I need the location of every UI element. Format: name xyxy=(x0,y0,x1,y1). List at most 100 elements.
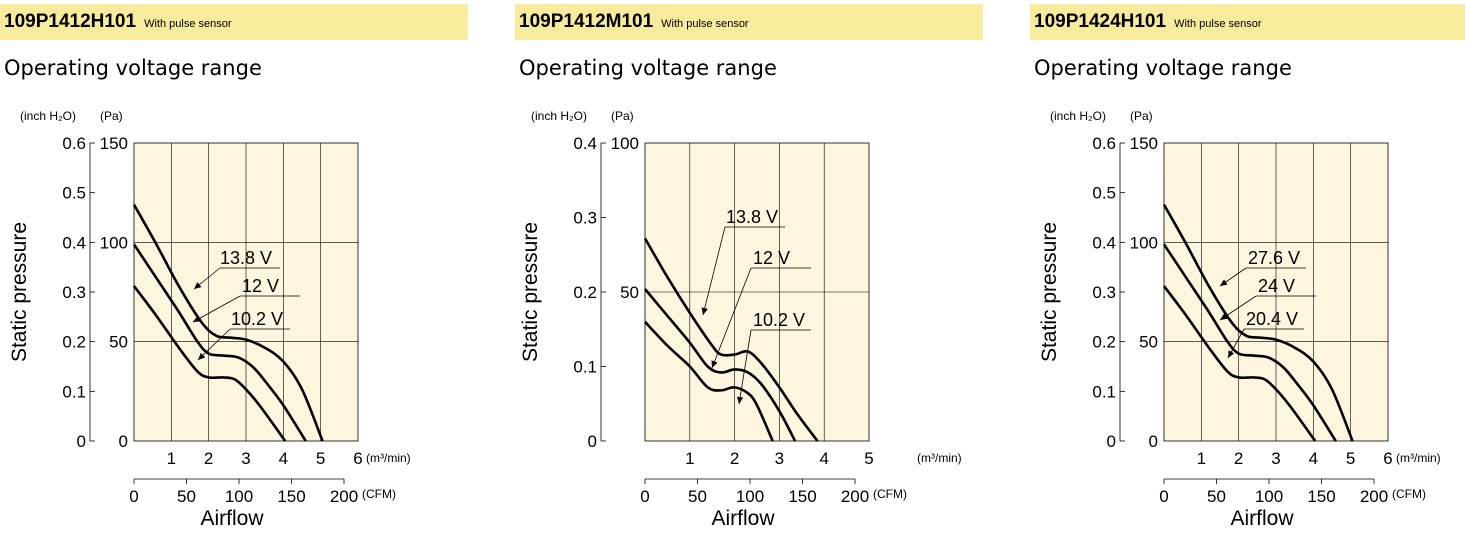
leader-arrowhead xyxy=(1228,350,1235,358)
inch-tick-label: 0.1 xyxy=(1092,382,1116,401)
x-tick-label-m3: 6 xyxy=(1383,449,1392,468)
pa-tick-label: 0 xyxy=(119,432,128,451)
series-label: 10.2 V xyxy=(231,309,283,329)
x-tick-label-cfm: 100 xyxy=(1255,487,1283,506)
y-unit-pa: (Pa) xyxy=(100,109,123,123)
leader-arrowhead xyxy=(198,352,206,360)
y-unit-pa: (Pa) xyxy=(1130,109,1153,123)
inch-tick-label: 0.3 xyxy=(573,209,597,228)
pa-tick-label: 100 xyxy=(611,134,639,153)
model-name: 109P1424H101 xyxy=(1034,11,1167,32)
series-label: 10.2 V xyxy=(753,310,805,330)
model-name: 109P1412H101 xyxy=(4,11,137,32)
model-header: 109P1412M101 With pulse sensor xyxy=(515,4,983,40)
leader-arrowhead xyxy=(701,307,708,315)
x-tick-label-cfm: 200 xyxy=(841,487,869,506)
x-tick-label-cfm: 0 xyxy=(129,487,138,506)
x-axis-label: Airflow xyxy=(200,507,264,530)
x-tick-label-m3: 3 xyxy=(775,449,784,468)
chart-panel-2: 109P1412M101 With pulse sensor Operating … xyxy=(515,0,985,537)
series-line xyxy=(132,285,287,442)
series-line xyxy=(132,243,307,442)
leader-line xyxy=(197,328,231,361)
chart-title: Operating voltage range xyxy=(4,56,262,80)
pa-tick-label: 0 xyxy=(1149,432,1158,451)
series-label: 12 V xyxy=(242,276,279,296)
leader-arrowhead xyxy=(736,396,744,404)
x-tick-label-m3: 5 xyxy=(1346,449,1355,468)
x-axis-label: Airflow xyxy=(1230,507,1294,530)
x-tick-label-m3: 2 xyxy=(204,449,213,468)
x-tick-label-m3: 2 xyxy=(1234,449,1243,468)
series-line xyxy=(1162,243,1337,442)
y-axis-label: Static pressure xyxy=(8,222,31,362)
pa-tick-label: 50 xyxy=(109,333,128,352)
y-unit-inch: (inch H₂O) xyxy=(20,109,76,123)
pa-tick-label: 50 xyxy=(620,283,639,302)
series-line xyxy=(643,237,819,442)
x-tick-label-cfm: 100 xyxy=(225,487,253,506)
leader-arrowhead xyxy=(1220,279,1228,286)
leader-line xyxy=(738,329,752,405)
series-label: 12 V xyxy=(753,248,790,268)
model-name-wrap: 109P1424H101 With pulse sensor xyxy=(1034,11,1262,33)
x-tick-label-m3: 3 xyxy=(1271,449,1280,468)
leader-arrowhead xyxy=(193,315,201,322)
x-unit-cfm: (CFM) xyxy=(1392,487,1426,501)
inch-tick-label: 0.4 xyxy=(62,233,86,252)
leader-arrowhead xyxy=(1220,313,1228,320)
inch-tick-label: 0.3 xyxy=(62,283,86,302)
pa-tick-label: 150 xyxy=(100,134,128,153)
x-tick-label-cfm: 150 xyxy=(788,487,816,506)
chart-panel-3: 109P1424H101 With pulse sensor Operating … xyxy=(1030,0,1465,537)
inch-tick-label: 0.4 xyxy=(573,134,597,153)
inch-tick-label: 0 xyxy=(1107,432,1116,451)
model-header: 109P1412H101 With pulse sensor xyxy=(0,4,468,40)
series-label: 27.6 V xyxy=(1248,248,1300,268)
series-label: 13.8 V xyxy=(726,207,778,227)
series-line xyxy=(132,203,324,442)
x-tick-label-cfm: 50 xyxy=(1207,487,1226,506)
model-note: With pulse sensor xyxy=(661,18,749,30)
pa-tick-label: 50 xyxy=(1139,333,1158,352)
model-name-wrap: 109P1412H101 With pulse sensor xyxy=(4,11,232,33)
x-unit-m3: (m³/min) xyxy=(366,451,411,465)
chart-title: Operating voltage range xyxy=(1034,56,1292,80)
x-tick-label-m3: 4 xyxy=(819,449,828,468)
series-label: 13.8 V xyxy=(220,248,272,268)
x-tick-label-cfm: 200 xyxy=(330,487,358,506)
series-line xyxy=(644,288,797,442)
inch-tick-label: 0 xyxy=(77,432,86,451)
x-tick-label-m3: 5 xyxy=(316,449,325,468)
x-tick-label-m3: 4 xyxy=(279,449,288,468)
x-unit-m3: (m³/min) xyxy=(917,451,962,465)
x-tick-label-cfm: 150 xyxy=(1307,487,1335,506)
inch-tick-label: 0.5 xyxy=(1092,184,1116,203)
series-line xyxy=(644,320,774,442)
x-tick-label-m3: 1 xyxy=(685,449,694,468)
x-tick-label-m3: 3 xyxy=(241,449,250,468)
model-name: 109P1412M101 xyxy=(519,11,654,32)
series-line xyxy=(1162,203,1354,442)
y-unit-inch: (inch H₂O) xyxy=(1050,109,1106,123)
pa-tick-label: 100 xyxy=(100,233,128,252)
inch-tick-label: 0.5 xyxy=(62,184,86,203)
x-tick-label-cfm: 100 xyxy=(736,487,764,506)
inch-tick-label: 0.6 xyxy=(1092,134,1116,153)
x-axis-label: Airflow xyxy=(711,507,775,530)
leader-line xyxy=(192,295,241,323)
x-tick-label-cfm: 150 xyxy=(277,487,305,506)
x-tick-label-m3: 1 xyxy=(1197,449,1206,468)
y-axis-label: Static pressure xyxy=(519,222,542,362)
inch-tick-label: 0.2 xyxy=(1092,333,1116,352)
x-tick-label-m3: 1 xyxy=(167,449,176,468)
x-unit-cfm: (CFM) xyxy=(873,487,907,501)
model-header: 109P1424H101 With pulse sensor xyxy=(1030,4,1465,40)
x-tick-label-cfm: 50 xyxy=(688,487,707,506)
y-unit-pa: (Pa) xyxy=(611,109,634,123)
inch-tick-label: 0.6 xyxy=(62,134,86,153)
inch-tick-label: 0.2 xyxy=(62,333,86,352)
